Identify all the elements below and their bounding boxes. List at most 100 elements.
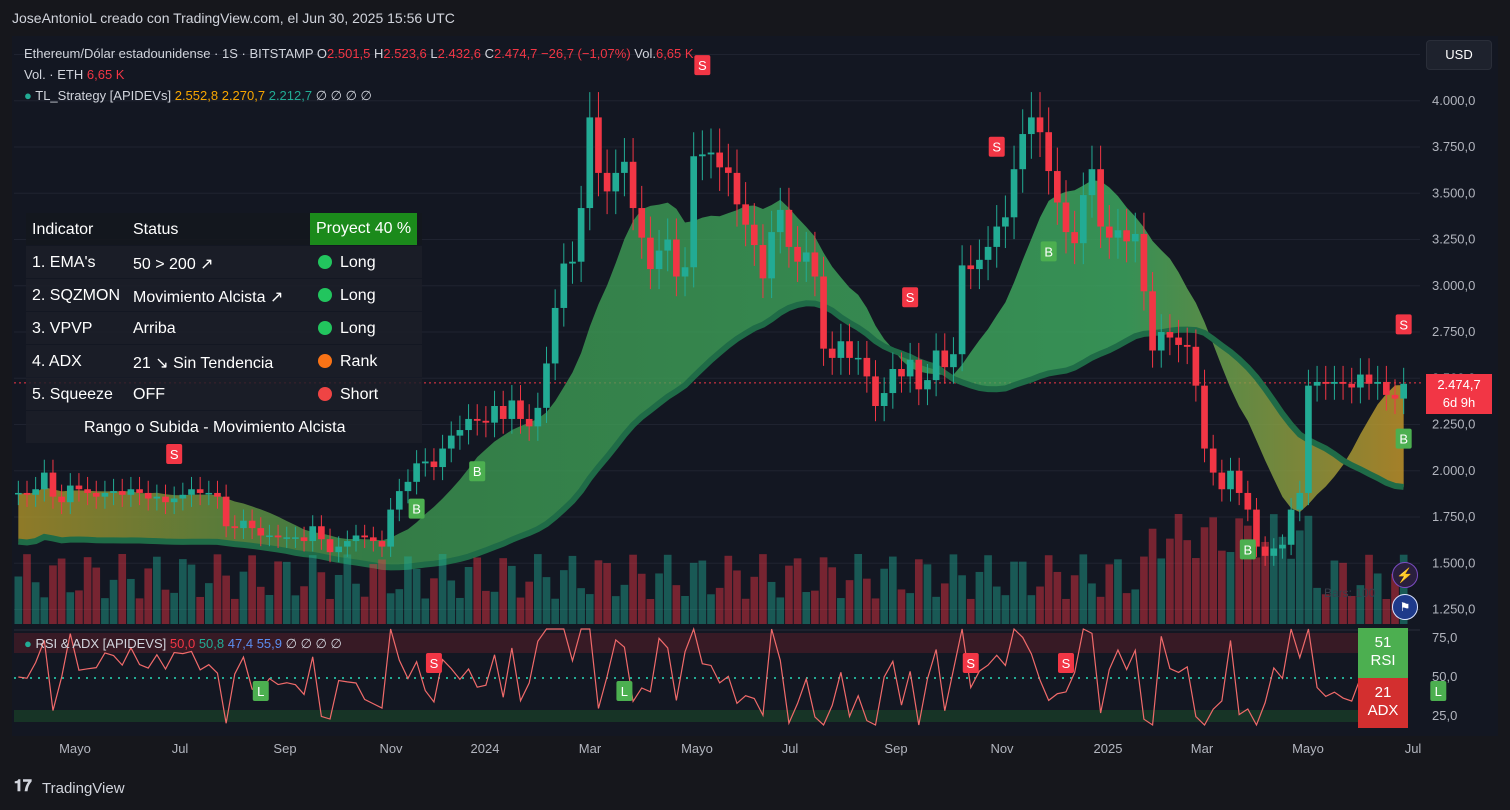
candle-body: [1287, 509, 1295, 545]
candle-body: [776, 209, 784, 233]
volume-bar: [603, 563, 611, 624]
strategy-nulls: ∅ ∅ ∅ ∅: [315, 88, 372, 103]
signal-marker: [1395, 428, 1412, 449]
us-flag-icon[interactable]: ⚑: [1392, 594, 1418, 620]
rsi-signal-marker: [962, 653, 979, 673]
candle-body: [880, 393, 888, 406]
volume-legend[interactable]: Vol. · ETH 6,65 K: [24, 67, 124, 82]
candles: [15, 92, 1407, 566]
candle-body: [664, 239, 672, 251]
candle-body: [837, 341, 845, 358]
signal-marker: [408, 498, 425, 519]
rsi-legend[interactable]: ● RSI & ADX [APIDEVS] 50,0 50,8 47,4 55,…: [24, 636, 342, 652]
candle-body: [673, 239, 680, 277]
table-row: 1. EMA's 50 > 200 ↗ Long: [26, 246, 422, 278]
candle-body: [906, 359, 914, 377]
volume-bar: [317, 572, 326, 624]
volume-bar: [161, 589, 170, 624]
table-row: 5. Squeeze OFF Short: [26, 378, 422, 410]
volume-bar: [646, 598, 655, 624]
candle-body: [1028, 117, 1035, 135]
volume-bar: [802, 592, 811, 624]
time-tick-label: Mayo: [681, 741, 713, 756]
high-value: 2.523,6: [383, 46, 427, 61]
volume-bar: [551, 598, 559, 624]
volume-bar: [204, 583, 213, 624]
candle-body: [179, 494, 187, 499]
volume-bar: [213, 554, 222, 624]
candle-body: [58, 496, 65, 503]
candle-body: [369, 537, 377, 542]
lightning-icon[interactable]: ⚡: [1392, 562, 1418, 588]
candle-body: [828, 348, 836, 358]
volume-bar: [1347, 595, 1356, 624]
tradingview-logo[interactable]: 𝟏𝟕: [14, 778, 32, 795]
frog-icon: ●: [24, 636, 32, 651]
candle-body: [75, 485, 83, 490]
volume-bar: [1174, 514, 1183, 624]
volume-bar: [932, 596, 940, 624]
change-value: −26,7 (−1,07%): [541, 46, 631, 61]
volume-bar: [1365, 554, 1373, 624]
rsi-signal-label: L: [1435, 684, 1442, 699]
status-dot-icon: [318, 321, 332, 335]
candle-body: [309, 526, 317, 542]
rsi-signal-marker: [1430, 681, 1447, 701]
price-tick-label: 3.500,0: [1432, 185, 1475, 200]
candle-body: [1079, 195, 1087, 244]
header-status: Status: [133, 221, 179, 238]
candle-body: [595, 117, 602, 173]
candle-body: [716, 152, 723, 168]
candle-body: [1279, 544, 1286, 549]
candle-body: [162, 496, 169, 503]
candle-body: [1097, 169, 1104, 227]
candle-body: [1357, 374, 1364, 388]
candle-body: [551, 307, 559, 364]
candle-body: [1331, 381, 1338, 384]
table-header: Indicator Status Proyect 40 %: [26, 213, 422, 245]
symbol-legend[interactable]: Ethereum/Dólar estadounidense · 1S · BIT…: [24, 46, 694, 61]
candle-body: [1183, 344, 1191, 347]
volume-bar: [23, 554, 31, 624]
candle-body: [569, 261, 576, 264]
candle-body: [1313, 381, 1321, 386]
time-tick-label: 2024: [471, 741, 500, 756]
candle-body: [118, 491, 126, 495]
candle-body: [915, 359, 923, 390]
volume-bar: [395, 589, 404, 624]
volume-bar: [256, 586, 265, 624]
volume-bar: [1261, 541, 1269, 624]
volume-bar: [92, 567, 101, 624]
candle-body: [1157, 332, 1165, 351]
candle-body: [482, 420, 490, 423]
strategy-legend[interactable]: ● TL_Strategy [APIDEVs] 2.552,8 2.270,7 …: [24, 88, 372, 104]
volume-bar: [906, 593, 914, 624]
rsi-signal-label: L: [621, 684, 628, 699]
currency-button[interactable]: USD: [1426, 40, 1492, 70]
status-dot-icon: [318, 255, 332, 269]
candle-body: [932, 350, 940, 381]
price-tick-label: 3.750,0: [1432, 139, 1475, 154]
candle-body: [1071, 232, 1078, 244]
volume-bar: [386, 593, 395, 624]
volume-bar: [733, 570, 741, 624]
volume-bar: [378, 559, 386, 624]
candle-body: [1261, 546, 1269, 556]
candle-body: [257, 528, 265, 536]
candle-body: [811, 252, 819, 277]
candle-body: [84, 489, 91, 493]
volume-bar: [14, 576, 23, 624]
candle-body: [517, 400, 524, 419]
volume-bar: [144, 568, 153, 624]
candle-body: [1209, 448, 1217, 473]
candle-body: [967, 265, 975, 270]
candle-body: [92, 492, 100, 497]
volume-bar: [1001, 595, 1010, 624]
candle-body: [326, 539, 334, 553]
volume-bar: [40, 597, 49, 624]
volume-bar: [767, 581, 776, 624]
volume-bar: [1200, 527, 1209, 624]
candle-body: [40, 472, 48, 490]
candle-body: [724, 167, 732, 173]
